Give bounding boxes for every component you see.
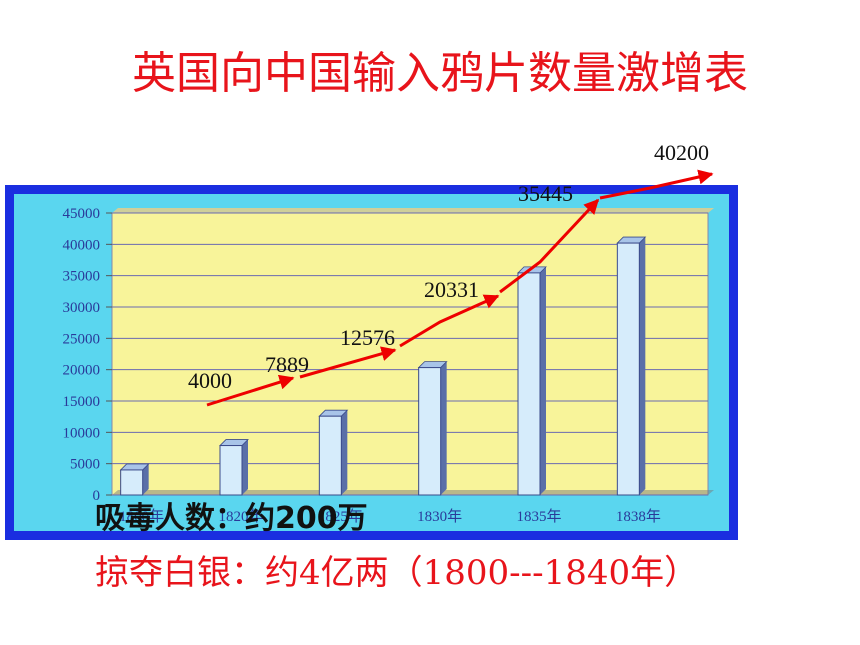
trend-arrow	[399, 294, 500, 348]
y-tick-label: 25000	[63, 331, 101, 347]
y-tick-label: 20000	[63, 363, 101, 379]
bar-side	[440, 361, 447, 495]
bar-side	[639, 237, 646, 495]
x-tick-label: 1820年	[218, 508, 263, 525]
bar	[219, 445, 243, 496]
y-tick-label: 5000	[70, 457, 100, 473]
plot-top	[112, 208, 714, 213]
value-label: 7889	[265, 352, 309, 377]
bar-side	[540, 266, 546, 495]
value-label: 12576	[340, 325, 395, 350]
y-tick-label: 35000	[63, 269, 101, 285]
x-tick-label: 1825年	[318, 508, 363, 525]
y-tick-label: 10000	[63, 425, 101, 441]
bar	[318, 415, 342, 496]
y-tick-label: 45000	[63, 206, 101, 222]
y-tick-label: 40000	[63, 237, 101, 253]
title: 英国向中国输入鸦片数量激增表	[132, 48, 748, 99]
trend-arrow	[299, 346, 397, 379]
value-label: 4000	[188, 368, 232, 393]
value-label: 20331	[424, 277, 479, 302]
trend-arrow	[599, 169, 714, 200]
x-tick-label: 1838年	[616, 508, 661, 525]
trend-arrow	[206, 374, 295, 407]
value-label: 40200	[654, 140, 709, 165]
value-label: 35445	[518, 181, 573, 206]
x-tick-label: 1800年	[119, 508, 164, 525]
note: 掠夺白银：约4亿两（1800---1840年）	[95, 553, 698, 593]
bar	[517, 272, 541, 496]
bar	[418, 367, 442, 496]
bar	[616, 242, 640, 496]
plot-floor	[112, 490, 714, 495]
plot-area	[111, 212, 709, 496]
y-tick-label: 15000	[63, 394, 101, 410]
y-tick-label: 0	[93, 488, 101, 504]
x-tick-label: 1835年	[516, 508, 561, 525]
bar	[120, 469, 144, 496]
bar-side	[341, 410, 348, 495]
note: 吸毒人数：约200万	[95, 501, 368, 536]
trend-arrow	[499, 198, 600, 294]
y-tick-label: 30000	[63, 300, 101, 316]
bar-side	[242, 439, 248, 495]
x-tick-label: 1830年	[417, 508, 462, 525]
bar-side	[142, 463, 149, 495]
